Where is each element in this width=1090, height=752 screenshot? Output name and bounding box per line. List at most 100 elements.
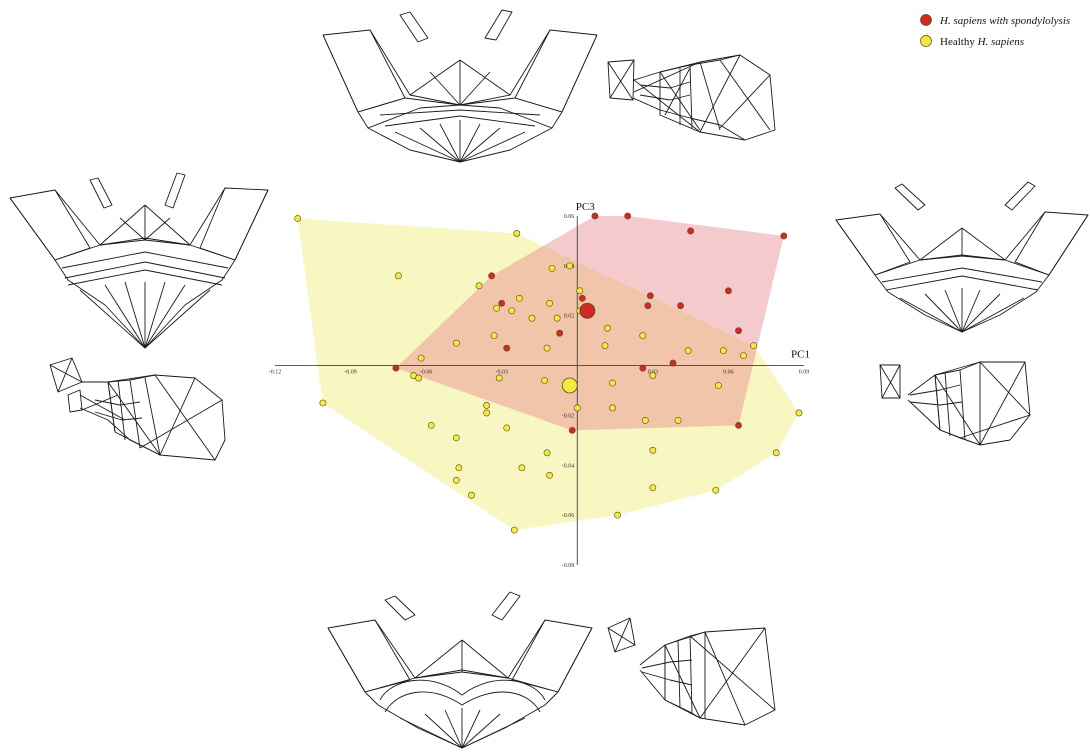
point-healthy: [573, 404, 581, 412]
wireframe-shape-bottom-cranial: [327, 591, 593, 749]
x-tick-label: 0.09: [799, 370, 810, 376]
wireframe-shape-top-cranial: [322, 9, 598, 163]
convex-hulls: [297, 216, 799, 531]
hull-healthy: [297, 218, 799, 531]
point-healthy: [609, 404, 616, 412]
point-spondylolysis: [725, 287, 732, 295]
point-healthy: [714, 382, 722, 389]
point-healthy: [641, 417, 649, 424]
point-spondylolysis: [568, 426, 576, 434]
wireframe-shape-bottom-lateral: [607, 617, 776, 726]
point-healthy: [528, 314, 536, 322]
point-healthy: [452, 476, 460, 484]
point-healthy: [639, 332, 647, 340]
point-spondylolysis: [503, 344, 511, 352]
y-axis-title: PC3: [576, 201, 595, 213]
point-healthy: [417, 354, 425, 362]
point-healthy: [649, 484, 657, 492]
point-healthy: [395, 272, 402, 280]
point-healthy: [493, 304, 501, 312]
point-healthy: [719, 347, 727, 355]
data-points: [294, 212, 803, 534]
wireframe-shape-left-lateral: [49, 357, 226, 461]
point-healthy: [649, 372, 657, 379]
point-healthy: [475, 282, 483, 290]
point-spondylolysis: [687, 227, 695, 235]
point-spondylolysis: [639, 364, 647, 372]
point-healthy: [513, 230, 521, 237]
point-spondylolysis: [644, 302, 652, 310]
point-healthy: [548, 264, 556, 272]
point-spondylolysis: [498, 299, 506, 307]
point-healthy: [795, 409, 803, 417]
point-healthy: [452, 339, 460, 347]
y-tick-label: 0.06: [564, 214, 575, 220]
point-healthy: [319, 399, 327, 407]
point-healthy: [649, 446, 657, 454]
point-healthy: [750, 342, 758, 350]
point-spondylolysis: [392, 364, 400, 372]
wireframe-shape-top-lateral: [607, 54, 776, 141]
point-healthy: [601, 342, 609, 350]
point-healthy: [483, 409, 490, 417]
point-spondylolysis: [669, 359, 677, 367]
point-healthy: [546, 471, 553, 479]
point-healthy: [518, 464, 526, 472]
point-healthy: [566, 262, 574, 270]
wireframe-shape-right-cranial: [835, 181, 1089, 333]
point-healthy: [604, 324, 611, 332]
x-tick-label: 0.06: [723, 370, 734, 376]
point-spondylolysis: [488, 272, 496, 280]
point-healthy: [553, 314, 561, 322]
y-tick-label: -0.04: [562, 463, 575, 469]
point-healthy: [510, 526, 518, 534]
point-healthy: [508, 307, 516, 315]
y-tick-label: -0.06: [562, 513, 575, 519]
legend-label-healthy: Healthy H. sapiens: [940, 36, 1024, 48]
y-tick-label: -0.02: [562, 413, 575, 419]
point-healthy: [455, 464, 463, 472]
legend: H. sapiens with spondylolysis Healthy H. …: [920, 14, 1070, 48]
point-spondylolysis: [624, 212, 632, 220]
point-healthy: [546, 299, 553, 307]
point-healthy: [543, 344, 551, 352]
y-tick-label: 0.02: [564, 314, 575, 320]
point-healthy: [541, 377, 548, 384]
point-spondylolysis: [591, 212, 599, 220]
point-healthy: [614, 511, 621, 519]
point-healthy: [495, 374, 503, 382]
legend-marker-spondylolysis: [920, 14, 932, 26]
point-healthy: [503, 424, 511, 432]
x-tick-label: -0.12: [269, 370, 282, 376]
point-healthy: [427, 421, 435, 429]
wireframe-shape-left-cranial: [9, 172, 269, 349]
x-tick-label: -0.09: [344, 370, 357, 376]
point-healthy: [674, 417, 682, 424]
point-spondylolysis: [578, 294, 586, 302]
centroid-spondylolysis: [579, 302, 596, 319]
point-healthy: [609, 379, 616, 387]
point-spondylolysis: [735, 327, 742, 335]
point-spondylolysis: [646, 292, 654, 300]
x-tick-label: -0.06: [420, 370, 433, 376]
point-healthy: [468, 491, 475, 499]
point-healthy: [515, 294, 523, 302]
point-healthy: [415, 374, 422, 382]
point-spondylolysis: [677, 302, 684, 310]
point-spondylolysis: [780, 232, 788, 240]
point-healthy: [452, 434, 460, 442]
point-healthy: [712, 486, 720, 494]
y-tick-label: -0.08: [562, 563, 575, 569]
x-axis-title: PC1: [791, 349, 810, 361]
point-healthy: [740, 352, 747, 359]
point-healthy: [483, 402, 490, 409]
point-spondylolysis: [556, 329, 564, 337]
legend-marker-healthy: [920, 35, 932, 47]
legend-label-spondylolysis: H. sapiens with spondylolysis: [939, 15, 1070, 27]
point-healthy: [684, 347, 692, 355]
point-healthy: [576, 287, 584, 295]
hull-spondylolysis: [395, 216, 784, 431]
point-healthy: [543, 449, 551, 457]
point-spondylolysis: [735, 421, 742, 429]
